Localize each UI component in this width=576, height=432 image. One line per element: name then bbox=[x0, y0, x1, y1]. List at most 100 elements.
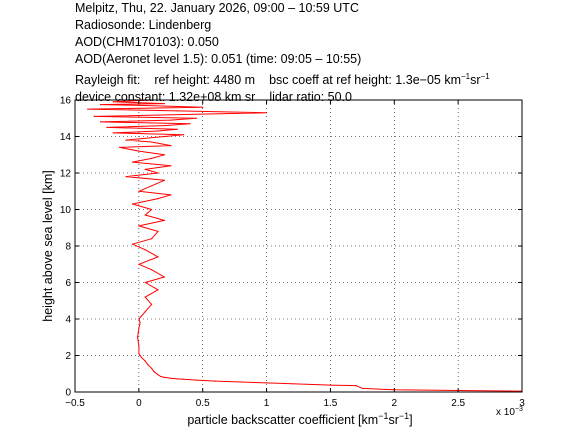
ref-height: ref height: 4480 m bbox=[154, 73, 256, 87]
y-tick-label: 0 bbox=[65, 388, 71, 399]
profile-line-group bbox=[87, 99, 523, 392]
profile-point bbox=[144, 249, 146, 251]
header-aod-aeronet: AOD(Aeronet level 1.5): 0.051 (time: 09:… bbox=[75, 52, 362, 66]
profile-point bbox=[131, 203, 134, 205]
profile-point bbox=[189, 123, 191, 125]
profile-point bbox=[195, 117, 197, 119]
header-radiosonde: Radiosonde: Lindenberg bbox=[75, 18, 212, 32]
bsc-coeff-prefix: bsc coeff at ref height: 1.3e−05 km bbox=[269, 73, 461, 87]
x-tick-label: 2 bbox=[392, 398, 398, 409]
profile-point bbox=[138, 318, 140, 320]
y-tick-label: 10 bbox=[60, 205, 72, 216]
y-axis-label: height above sea level [km] bbox=[41, 170, 55, 321]
profile-point bbox=[329, 384, 331, 386]
profile-point bbox=[176, 110, 178, 112]
x-tick-label: 0 bbox=[136, 398, 142, 409]
x-tick-label: −0.5 bbox=[65, 398, 85, 409]
profile-point bbox=[157, 256, 159, 258]
profile-point bbox=[138, 353, 140, 355]
profile-point bbox=[138, 150, 140, 152]
profile-point bbox=[266, 382, 268, 384]
header-location-date: Melpitz, Thu, 22. January 2026, 09:00 – … bbox=[75, 1, 359, 15]
profile-point bbox=[163, 103, 165, 105]
profile-point bbox=[202, 106, 204, 108]
profile-point bbox=[170, 165, 172, 167]
profile-point bbox=[170, 377, 172, 379]
profile-point bbox=[195, 379, 197, 381]
profile-point bbox=[99, 104, 102, 106]
profile-point bbox=[163, 276, 165, 278]
profile-point bbox=[138, 225, 140, 227]
x-axis-label: particle backscatter coefficient [km−1sr… bbox=[187, 411, 412, 427]
profile-point bbox=[144, 214, 146, 216]
profile-point bbox=[157, 374, 159, 376]
profile-point bbox=[144, 168, 146, 170]
x-tick-label: 1 bbox=[264, 398, 270, 409]
bsc-coeff-exp2: −1 bbox=[480, 72, 490, 81]
profile-point bbox=[157, 289, 159, 291]
profile-point bbox=[163, 376, 165, 378]
header-rayleigh-line: Rayleigh fit: ref height: 4480 m bsc coeff… bbox=[75, 68, 504, 89]
profile-point bbox=[291, 383, 293, 385]
y-tick-label: 12 bbox=[60, 169, 72, 180]
bsc-coeff: bsc coeff at ref height: 1.3e−05 km−1sr−… bbox=[269, 72, 490, 87]
profile-point bbox=[176, 378, 178, 380]
profile-point bbox=[106, 126, 108, 128]
y-tick-label: 14 bbox=[60, 132, 72, 143]
x-tick-label: 1.5 bbox=[323, 398, 337, 409]
profile-point bbox=[93, 115, 95, 117]
profile-point bbox=[163, 219, 165, 221]
profile-point bbox=[138, 345, 140, 347]
y-tick-label: 8 bbox=[65, 242, 71, 253]
profile-point bbox=[170, 119, 172, 121]
profile-point bbox=[119, 146, 121, 148]
profile-point bbox=[157, 130, 159, 132]
profile-point bbox=[176, 128, 178, 130]
rayleigh-label: Rayleigh fit: bbox=[75, 73, 141, 87]
profile-point bbox=[144, 281, 146, 284]
profile-point bbox=[139, 322, 141, 324]
profile-point bbox=[157, 172, 159, 174]
profile-point bbox=[125, 176, 127, 178]
profile-point bbox=[140, 356, 142, 358]
profile-point bbox=[138, 190, 140, 192]
profile-point bbox=[147, 364, 149, 366]
profile-point bbox=[151, 208, 153, 211]
profile-point bbox=[151, 303, 153, 305]
profile-point bbox=[99, 121, 102, 123]
profile-point bbox=[361, 387, 363, 389]
bsc-coeff-exp1: −1 bbox=[460, 72, 471, 81]
profile-point bbox=[138, 263, 140, 265]
profile-point bbox=[240, 381, 242, 383]
profile-point bbox=[151, 141, 153, 143]
profile-point bbox=[144, 311, 146, 313]
profile-point bbox=[163, 154, 165, 156]
profile-point bbox=[163, 179, 165, 181]
y-tick-label: 6 bbox=[65, 278, 71, 289]
profile-point bbox=[144, 360, 146, 362]
profile-point bbox=[170, 194, 172, 196]
profile-point bbox=[112, 132, 114, 134]
profile-point bbox=[170, 145, 172, 147]
profile-point bbox=[183, 378, 185, 380]
axes-frame bbox=[74, 99, 523, 393]
profile-point bbox=[144, 296, 146, 298]
profile-point bbox=[151, 238, 153, 240]
y-tick-label: 4 bbox=[65, 315, 71, 326]
profile-point bbox=[151, 157, 153, 159]
profile-point bbox=[151, 367, 153, 369]
profile-point bbox=[157, 198, 159, 200]
profile-point bbox=[160, 375, 162, 378]
profile-point bbox=[131, 243, 134, 245]
profile-point bbox=[266, 112, 268, 114]
profile-point bbox=[131, 161, 134, 163]
profile-point bbox=[144, 104, 146, 107]
x-tick-label: 2.5 bbox=[451, 398, 465, 409]
profile-point bbox=[163, 125, 165, 127]
profile-point bbox=[137, 336, 139, 338]
profile-point bbox=[112, 101, 114, 103]
profile-point bbox=[125, 139, 127, 141]
profile-point bbox=[214, 380, 217, 382]
